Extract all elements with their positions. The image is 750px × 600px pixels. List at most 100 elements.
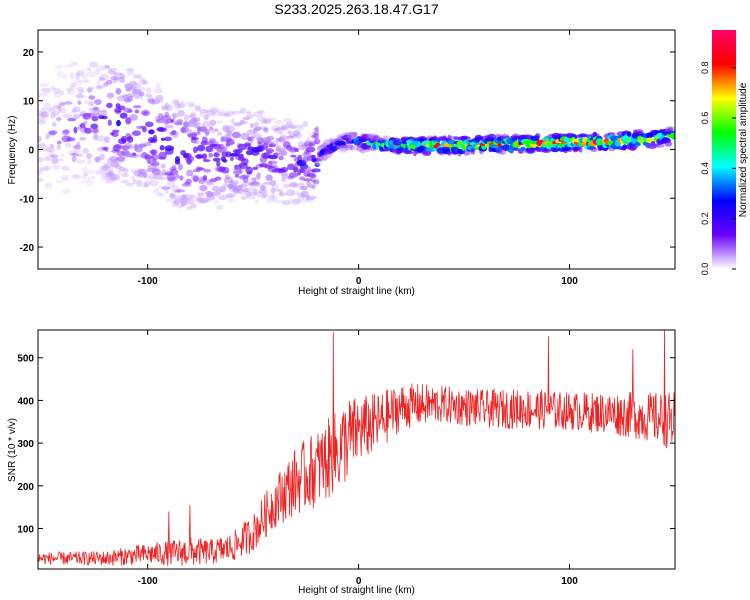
heatmap-cell — [211, 109, 217, 116]
heatmap-cell — [180, 127, 187, 134]
heatmap-cell — [253, 188, 258, 196]
heatmap-cell — [278, 137, 286, 143]
heatmap-cell — [271, 191, 275, 197]
heatmap-cell — [180, 100, 186, 108]
heatmap-x-axis-label: Height of straight line (km) — [298, 286, 415, 297]
heatmap-cell — [51, 164, 56, 169]
heatmap-cell — [252, 166, 259, 170]
heatmap-cell — [138, 143, 147, 148]
x-tick-label: 0 — [356, 576, 362, 587]
heatmap-cell — [203, 168, 211, 173]
heatmap-cell — [130, 168, 136, 173]
x-tick-label: 100 — [561, 276, 578, 287]
colorbar-tick-label: 0.0 — [700, 263, 710, 276]
heatmap-cell — [194, 106, 202, 112]
heatmap-cell — [303, 120, 308, 127]
heatmap-cell — [104, 162, 112, 169]
heatmap-cell — [234, 174, 240, 178]
heatmap-cell — [49, 106, 54, 111]
heatmap-cell — [130, 86, 137, 90]
heatmap-cell — [119, 73, 126, 79]
heatmap-cell — [187, 102, 194, 108]
heatmap-cell — [66, 137, 76, 142]
heatmap-cell — [306, 180, 311, 188]
heatmap-cell — [74, 144, 81, 150]
heatmap-cell — [151, 149, 156, 156]
heatmap-cell — [383, 135, 391, 141]
heatmap-cell — [50, 112, 56, 119]
heatmap-cell — [69, 85, 75, 91]
heatmap-cell — [53, 91, 63, 98]
heatmap-cell — [274, 188, 282, 192]
heatmap-cell — [152, 188, 160, 195]
heatmap-cell — [245, 113, 254, 119]
heatmap-cell — [140, 168, 146, 176]
heatmap-cell — [185, 155, 195, 163]
heatmap-cell — [145, 87, 152, 94]
heatmap-cell — [56, 143, 61, 151]
heatmap-cell — [200, 199, 210, 203]
heatmap-cell — [99, 165, 108, 173]
heatmap-cell — [145, 121, 154, 128]
heatmap-cell — [60, 90, 65, 96]
heatmap-cell — [275, 145, 282, 152]
heatmap-cell — [82, 174, 87, 179]
heatmap-cell — [86, 71, 97, 78]
heatmap-cell — [303, 178, 313, 182]
heatmap-cell — [470, 150, 475, 155]
heatmap-cell — [111, 131, 119, 138]
heatmap-cell — [44, 87, 53, 94]
heatmap-cell — [279, 150, 288, 156]
heatmap-cell — [225, 141, 235, 145]
heatmap-cell — [73, 146, 81, 154]
y-tick-label: 200 — [17, 482, 34, 493]
heatmap-cell — [282, 137, 290, 141]
heatmap-cell — [126, 136, 134, 143]
heatmap-cell — [297, 141, 305, 147]
y-tick-label: 300 — [17, 439, 34, 450]
heatmap-cell — [38, 170, 43, 176]
heatmap-cell — [213, 152, 220, 158]
heatmap-cell — [100, 175, 110, 181]
heatmap-cell — [100, 109, 108, 116]
heatmap-cell — [116, 156, 126, 163]
heatmap-cell — [200, 109, 209, 114]
heatmap-cell — [170, 168, 179, 176]
heatmap-cell — [126, 183, 135, 187]
heatmap-cell — [627, 131, 632, 137]
heatmap-cell — [52, 110, 60, 116]
heatmap-cell — [91, 61, 100, 67]
heatmap-cell — [86, 153, 92, 159]
heatmap-cell — [302, 195, 309, 203]
heatmap-cell — [124, 145, 135, 150]
heatmap-cell — [211, 108, 217, 115]
heatmap-cell — [285, 122, 291, 129]
heatmap-cell — [164, 102, 169, 110]
heatmap-cell — [257, 145, 265, 152]
heatmap-cell — [98, 77, 106, 82]
heatmap-cell — [147, 174, 157, 180]
heatmap-cell — [238, 184, 243, 189]
heatmap-cell — [311, 154, 316, 159]
colorbar: 0.0 0.2 0.4 0.6 0.8 Normalized spectral ampl… — [700, 30, 749, 275]
snr-x-ticks: -100 0 100 — [138, 330, 578, 587]
heatmap-cell — [174, 103, 182, 109]
heatmap-cell — [590, 147, 598, 152]
heatmap-cell — [152, 99, 161, 105]
heatmap-cell — [96, 68, 104, 72]
heatmap-cell — [190, 103, 197, 108]
heatmap-cell — [131, 130, 141, 136]
heatmap-cell — [212, 108, 220, 113]
heatmap-cell — [171, 200, 179, 207]
heatmap-cell — [199, 184, 208, 192]
heatmap-cell — [120, 179, 128, 184]
heatmap-cell — [98, 84, 104, 89]
heatmap-cell — [154, 94, 164, 102]
heatmap-cell — [175, 195, 182, 202]
heatmap-cell — [87, 112, 96, 118]
heatmap-cell — [191, 131, 201, 136]
heatmap-cell — [291, 190, 300, 195]
heatmap-cell — [158, 185, 164, 190]
heatmap-cell — [239, 119, 246, 125]
heatmap-cell — [128, 81, 138, 87]
